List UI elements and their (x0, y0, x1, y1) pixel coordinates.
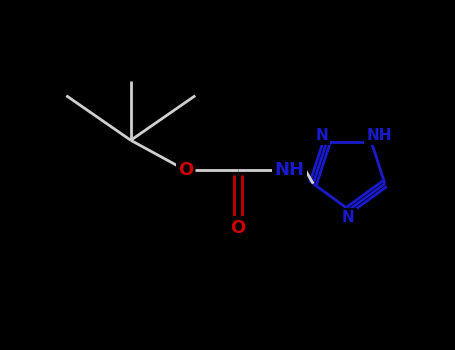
Text: NH: NH (274, 161, 304, 179)
Text: NH: NH (366, 128, 392, 143)
Text: NH: NH (274, 161, 304, 179)
Text: O: O (230, 219, 246, 237)
Text: O: O (178, 161, 193, 179)
Text: N: N (315, 128, 329, 143)
Text: N: N (342, 210, 354, 225)
